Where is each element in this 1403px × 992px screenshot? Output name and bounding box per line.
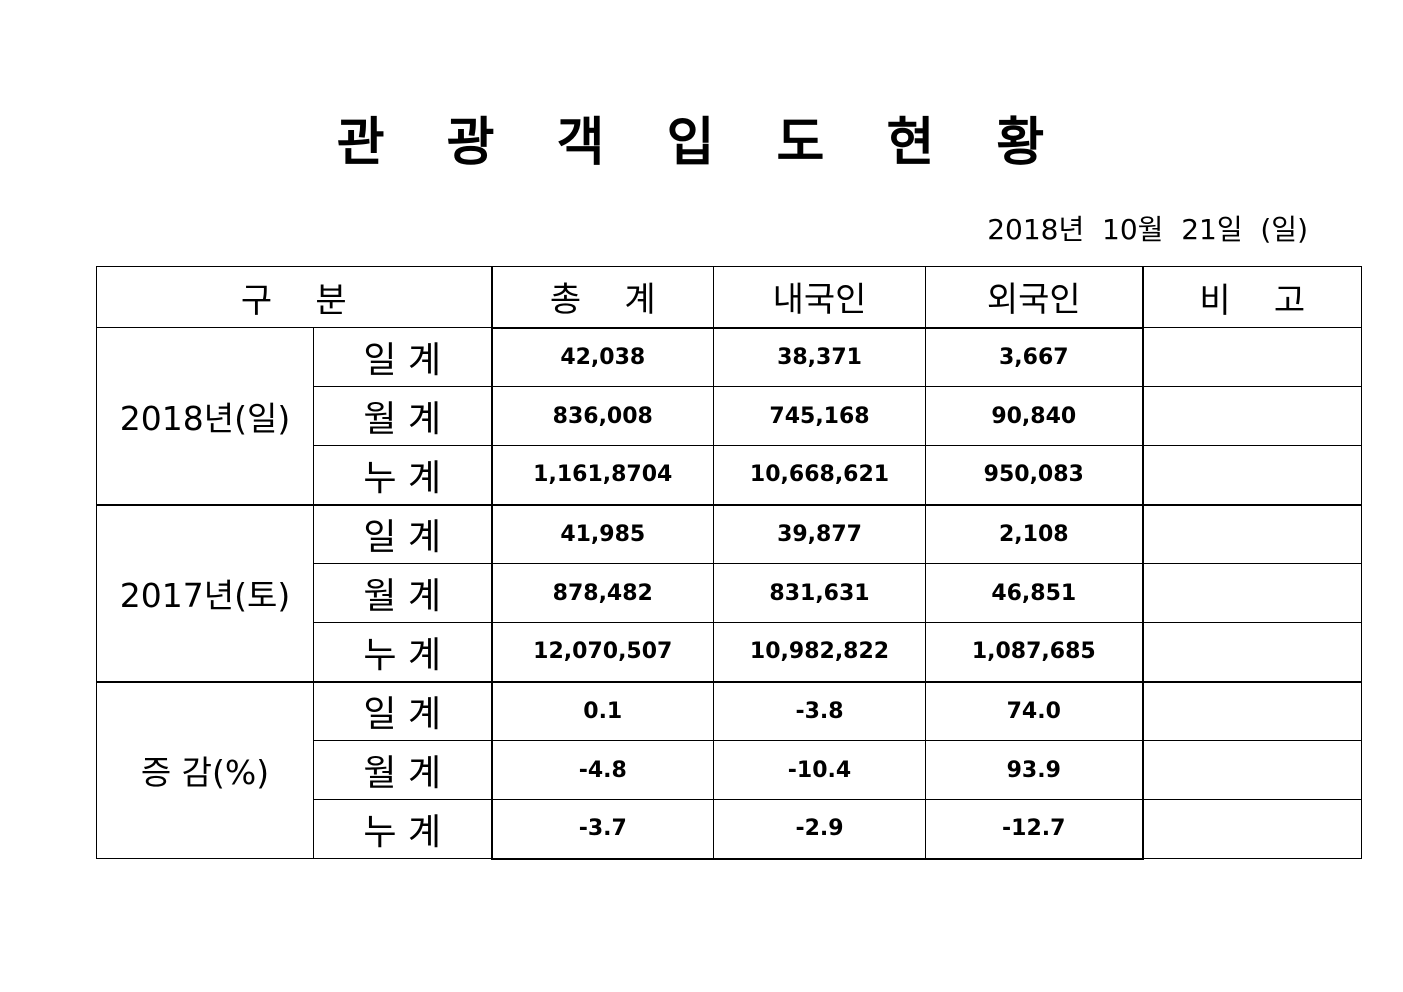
foreign-cell: 46,851 bbox=[925, 563, 1144, 623]
total-cell: 41,985 bbox=[490, 503, 715, 564]
group-label: 2017년(토) bbox=[96, 503, 314, 682]
group-label: 2018년(일) bbox=[96, 327, 314, 505]
domestic-cell: -3.8 bbox=[713, 680, 927, 741]
domestic-cell: -2.9 bbox=[713, 799, 927, 860]
header-category: 구 분 bbox=[95, 266, 493, 328]
domestic-cell: 10,668,621 bbox=[713, 445, 927, 505]
row-label: 일 계 bbox=[312, 503, 493, 564]
foreign-cell: 3,667 bbox=[925, 327, 1144, 387]
table-row: 누 계 -3.7 -2.9 -12.7 bbox=[97, 799, 1363, 860]
table-row: 증 감(%) 일 계 0.1 -3.8 74.0 bbox=[96, 680, 1363, 859]
table-row: 2017년(토) 일 계 41,985 39,877 2,108 bbox=[96, 503, 1363, 682]
group-label: 증 감(%) bbox=[96, 680, 314, 859]
total-cell: 42,038 bbox=[490, 327, 715, 387]
page-title: 관 광 객 입 도 현 황 bbox=[336, 113, 1067, 173]
header-row: 구 분 총 계 내국인 외국인 비 고 bbox=[95, 266, 1363, 329]
total-cell: -4.8 bbox=[490, 740, 715, 800]
row-label: 누 계 bbox=[312, 445, 493, 505]
note-cell bbox=[1142, 799, 1363, 859]
note-cell bbox=[1142, 386, 1363, 446]
row-label: 일 계 bbox=[312, 327, 493, 387]
foreign-cell: 950,083 bbox=[925, 445, 1144, 505]
note-cell bbox=[1142, 503, 1363, 564]
foreign-cell: -12.7 bbox=[925, 799, 1144, 860]
foreign-cell: 1,087,685 bbox=[925, 622, 1144, 682]
domestic-cell: 745,168 bbox=[713, 386, 927, 446]
header-total: 총 계 bbox=[490, 266, 715, 329]
row-label: 누 계 bbox=[312, 799, 493, 859]
table-row: 누 계 1,161,8704 10,668,621 950,083 bbox=[97, 445, 1363, 505]
report-date: 2018년 10월 21일 (일) bbox=[987, 213, 1308, 246]
note-cell bbox=[1142, 327, 1363, 387]
total-cell: 12,070,507 bbox=[490, 622, 715, 682]
header-note: 비 고 bbox=[1142, 266, 1363, 328]
tourist-arrivals-table: 구 분 총 계 내국인 외국인 비 고 2018년(일) 일 계 42,038 … bbox=[95, 266, 1363, 860]
table-row: 월 계 878,482 831,631 46,851 bbox=[97, 563, 1363, 623]
total-cell: 1,161,8704 bbox=[490, 445, 715, 505]
row-label: 월 계 bbox=[312, 740, 493, 800]
table-row: 누 계 12,070,507 10,982,822 1,087,685 bbox=[97, 622, 1363, 682]
note-cell bbox=[1142, 740, 1363, 800]
total-cell: 0.1 bbox=[490, 680, 715, 741]
table-row: 2018년(일) 일 계 42,038 38,371 3,667 bbox=[96, 327, 1363, 505]
total-cell: 878,482 bbox=[490, 563, 715, 623]
row-label: 누 계 bbox=[312, 622, 493, 682]
note-cell bbox=[1142, 563, 1363, 623]
foreign-cell: 74.0 bbox=[925, 680, 1144, 741]
domestic-cell: 38,371 bbox=[713, 327, 927, 387]
foreign-cell: 90,840 bbox=[925, 386, 1144, 446]
note-cell bbox=[1142, 445, 1363, 505]
row-label: 월 계 bbox=[312, 386, 493, 446]
domestic-cell: 39,877 bbox=[713, 503, 927, 564]
total-cell: 836,008 bbox=[490, 386, 715, 446]
table-row: 월 계 -4.8 -10.4 93.9 bbox=[97, 740, 1363, 800]
foreign-cell: 93.9 bbox=[925, 740, 1144, 800]
header-foreign: 외국인 bbox=[925, 266, 1144, 329]
note-cell bbox=[1142, 622, 1363, 682]
total-cell: -3.7 bbox=[490, 799, 715, 860]
note-cell bbox=[1142, 680, 1363, 741]
domestic-cell: -10.4 bbox=[713, 740, 927, 800]
row-label: 일 계 bbox=[312, 680, 493, 741]
domestic-cell: 831,631 bbox=[713, 563, 927, 623]
domestic-cell: 10,982,822 bbox=[713, 622, 927, 682]
foreign-cell: 2,108 bbox=[925, 503, 1144, 564]
header-domestic: 내국인 bbox=[713, 266, 927, 329]
row-label: 월 계 bbox=[312, 563, 493, 623]
